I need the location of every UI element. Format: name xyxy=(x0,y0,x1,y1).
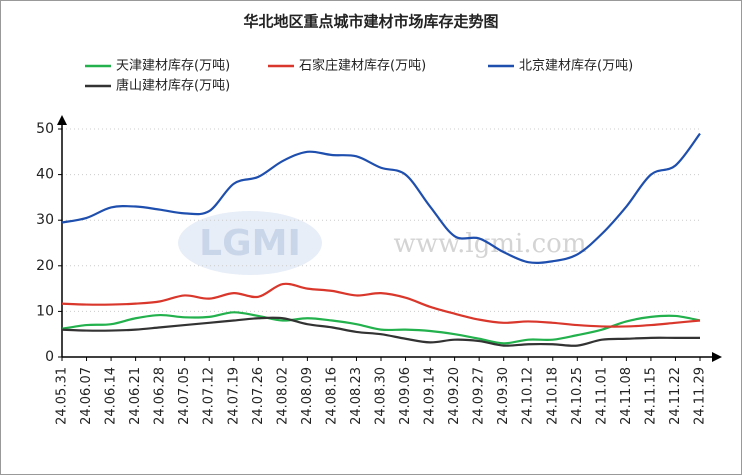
x-tick-label: 24.11.29 xyxy=(693,367,708,425)
legend-label: 唐山建材库存(万吨) xyxy=(116,78,230,94)
x-tick-label: 24.06.07 xyxy=(79,367,94,425)
series-line xyxy=(61,282,701,328)
y-tick-label: 30 xyxy=(36,212,54,228)
x-tick-label: 24.09.06 xyxy=(398,367,413,425)
series-line xyxy=(61,316,700,347)
x-tick-label: 24.09.20 xyxy=(447,367,462,425)
x-tick-label: 24.08.23 xyxy=(349,367,364,425)
x-tick-label: 24.07.05 xyxy=(177,367,192,425)
x-tick-label: 24.08.30 xyxy=(374,367,389,425)
legend-label: 石家庄建材库存(万吨) xyxy=(299,58,426,74)
chart-title: 华北地区重点城市建材市场库存走势图 xyxy=(243,13,498,31)
y-tick-label: 20 xyxy=(36,258,54,274)
x-tick-label: 24.10.18 xyxy=(545,367,560,425)
x-tick-label: 24.05.31 xyxy=(55,367,70,425)
y-tick-label: 10 xyxy=(36,303,54,319)
series-line xyxy=(61,311,701,345)
x-axis-arrow xyxy=(712,352,722,362)
x-tick-label: 24.08.02 xyxy=(275,367,290,425)
x-tick-label: 24.11.08 xyxy=(619,367,634,425)
x-tick-label: 24.10.12 xyxy=(521,367,536,425)
x-tick-label: 24.09.14 xyxy=(423,367,438,425)
watermark-logo-bg xyxy=(178,211,322,275)
watermark-logo: LGMI xyxy=(199,223,301,264)
legend-label: 天津建材库存(万吨) xyxy=(116,58,230,74)
x-tick-label: 24.07.26 xyxy=(251,367,266,425)
x-tick-label: 24.10.25 xyxy=(570,367,585,425)
x-tick-label: 24.08.09 xyxy=(300,367,315,425)
x-tick-label: 24.06.21 xyxy=(128,367,143,425)
x-tick-label: 24.08.16 xyxy=(324,367,339,425)
y-tick-label: 50 xyxy=(36,121,54,137)
x-tick-label: 24.11.01 xyxy=(594,367,609,425)
x-tick-label: 24.09.27 xyxy=(472,367,487,425)
x-tick-label: 24.06.28 xyxy=(153,367,168,425)
x-tick-label: 24.11.15 xyxy=(643,367,658,425)
series-line xyxy=(61,132,701,264)
y-tick-label: 0 xyxy=(45,349,54,365)
y-tick-label: 40 xyxy=(36,167,54,183)
x-tick-label: 24.07.12 xyxy=(202,367,217,425)
y-axis-arrow xyxy=(57,115,67,125)
x-tick-label: 24.07.19 xyxy=(226,367,241,425)
x-tick-label: 24.11.22 xyxy=(668,367,683,425)
x-tick-label: 24.06.14 xyxy=(104,367,119,425)
legend-label: 北京建材库存(万吨) xyxy=(519,58,633,74)
x-tick-label: 24.09.30 xyxy=(496,367,511,425)
